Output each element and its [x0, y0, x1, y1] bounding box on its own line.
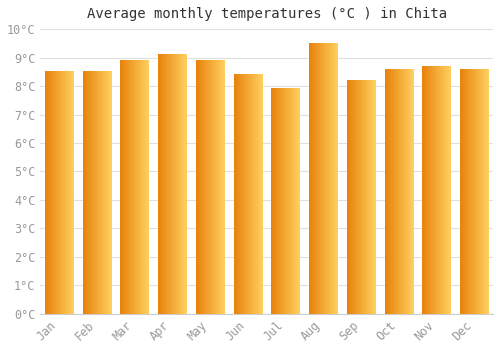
Title: Average monthly temperatures (°C ) in Chita: Average monthly temperatures (°C ) in Ch… [86, 7, 446, 21]
